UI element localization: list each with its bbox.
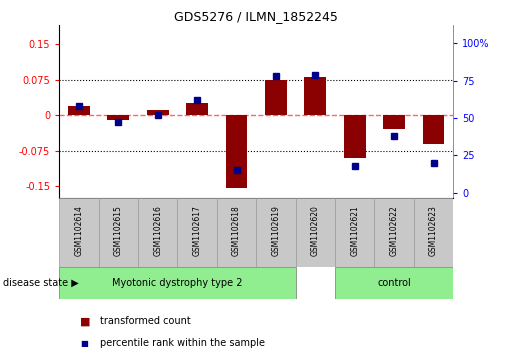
Text: percentile rank within the sample: percentile rank within the sample [100, 338, 265, 348]
Text: GSM1102614: GSM1102614 [75, 205, 83, 256]
Bar [383, 115, 405, 129]
Text: GSM1102616: GSM1102616 [153, 205, 162, 256]
Text: Myotonic dystrophy type 2: Myotonic dystrophy type 2 [112, 278, 243, 288]
Bar [186, 103, 208, 115]
Text: ■: ■ [80, 316, 90, 326]
Bar [108, 115, 129, 120]
Bar [296, 198, 335, 267]
Bar [177, 198, 217, 267]
Bar [335, 267, 453, 299]
Text: GSM1102615: GSM1102615 [114, 205, 123, 256]
Bar [374, 198, 414, 267]
Bar [414, 198, 453, 267]
Bar [226, 115, 247, 188]
Text: ■: ■ [80, 339, 88, 347]
Bar [138, 198, 177, 267]
Text: GSM1102623: GSM1102623 [429, 205, 438, 256]
Bar [217, 198, 256, 267]
Text: disease state ▶: disease state ▶ [3, 278, 78, 288]
Bar [335, 198, 374, 267]
Text: transformed count: transformed count [100, 316, 191, 326]
Bar [99, 198, 138, 267]
Title: GDS5276 / ILMN_1852245: GDS5276 / ILMN_1852245 [174, 10, 338, 23]
Text: control: control [377, 278, 411, 288]
Bar [59, 267, 296, 299]
Text: GSM1102620: GSM1102620 [311, 205, 320, 256]
Text: GSM1102619: GSM1102619 [271, 205, 280, 256]
Text: GSM1102621: GSM1102621 [350, 205, 359, 256]
Text: GSM1102622: GSM1102622 [390, 205, 399, 256]
Bar [423, 115, 444, 143]
Bar [304, 77, 326, 115]
Bar [59, 198, 99, 267]
Bar [344, 115, 366, 158]
Text: GSM1102618: GSM1102618 [232, 205, 241, 256]
Bar [147, 110, 168, 115]
Bar [265, 80, 287, 115]
Text: GSM1102617: GSM1102617 [193, 205, 201, 256]
Bar [256, 198, 296, 267]
Bar [68, 106, 90, 115]
